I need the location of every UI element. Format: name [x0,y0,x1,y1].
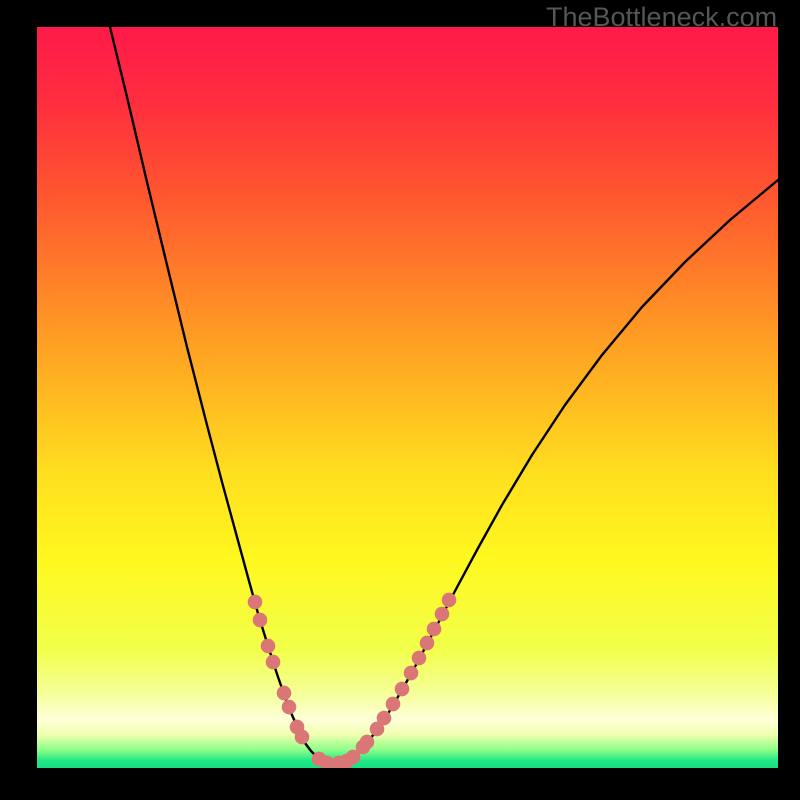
plot-svg [37,27,778,768]
curve-marker [253,613,267,627]
curve-marker [386,697,400,711]
curve-marker [412,651,426,665]
curve-marker [261,639,275,653]
gradient-background [37,27,778,768]
curve-marker [248,595,262,609]
curve-marker [282,700,296,714]
curve-marker [404,666,418,680]
curve-marker [442,593,456,607]
curve-marker [277,686,291,700]
curve-marker [420,636,434,650]
curve-marker [295,730,309,744]
curve-marker [377,711,391,725]
curve-marker [266,655,280,669]
curve-marker [427,622,441,636]
plot-area [37,27,778,768]
curve-marker [435,607,449,621]
watermark-text: TheBottleneck.com [546,2,777,33]
curve-marker [395,682,409,696]
curve-marker [360,735,374,749]
chart-stage: TheBottleneck.com [0,0,800,800]
